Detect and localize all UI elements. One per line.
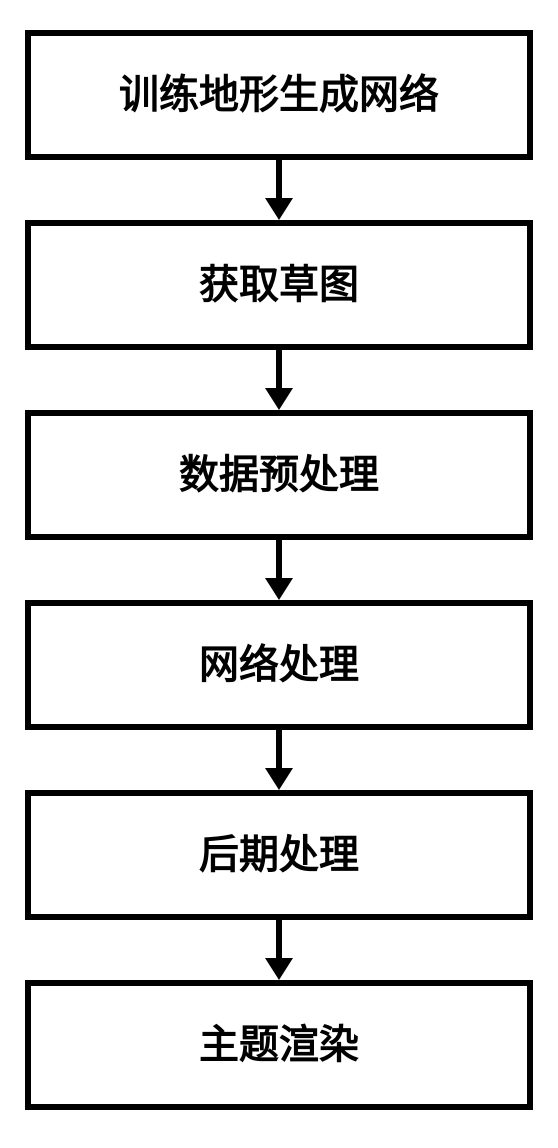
arrow-down-icon	[265, 920, 293, 980]
flow-node-label: 后期处理	[199, 833, 359, 877]
flowchart-container: 训练地形生成网络 获取草图 数据预处理 网络处理 后期处理 主题渲染	[0, 0, 558, 1148]
flow-node-label: 训练地形生成网络	[119, 73, 439, 117]
arrow-down-icon	[265, 540, 293, 600]
arrow-down-icon	[265, 730, 293, 790]
flow-node-label: 数据预处理	[179, 453, 379, 497]
arrow-down-icon	[265, 160, 293, 220]
flow-node: 数据预处理	[25, 410, 533, 540]
flow-node-label: 主题渲染	[199, 1023, 359, 1067]
flow-node-label: 网络处理	[199, 643, 359, 687]
flow-node-label: 获取草图	[199, 263, 359, 307]
flow-node: 后期处理	[25, 790, 533, 920]
flow-node: 获取草图	[25, 220, 533, 350]
arrow-down-icon	[265, 350, 293, 410]
flow-node: 训练地形生成网络	[25, 30, 533, 160]
flow-node: 网络处理	[25, 600, 533, 730]
flow-node: 主题渲染	[25, 980, 533, 1110]
